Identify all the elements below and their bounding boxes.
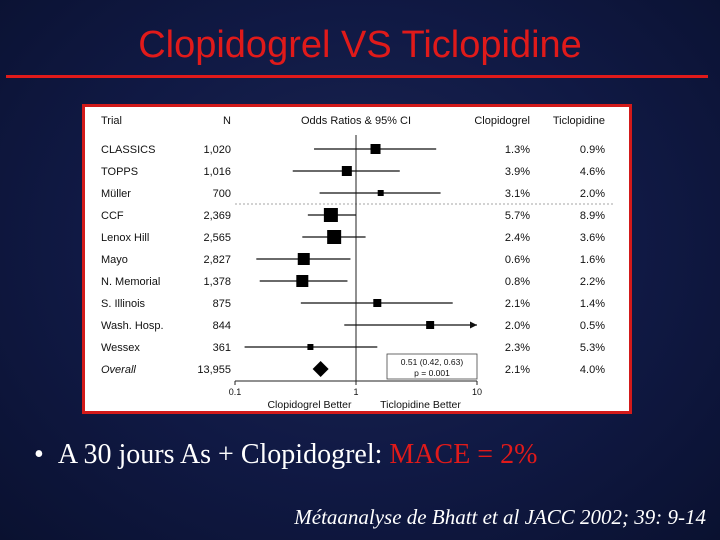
trial-n: 13,955 <box>197 364 231 376</box>
overall-diamond <box>312 361 329 377</box>
trial-label: Wash. Hosp. <box>101 320 164 332</box>
trial-label: CLASSICS <box>101 144 155 156</box>
trial-n: 2,369 <box>203 210 231 222</box>
x-tick-label: 10 <box>472 387 482 397</box>
ticlopidine-rate: 2.2% <box>580 276 605 288</box>
trial-n: 1,016 <box>203 166 231 178</box>
trial-n: 844 <box>213 320 231 332</box>
clopidogrel-rate: 2.3% <box>505 342 530 354</box>
trial-label: CCF <box>101 210 124 222</box>
ci-arrow <box>470 321 477 329</box>
clopidogrel-rate: 2.0% <box>505 320 530 332</box>
x-right-label: Ticlopidine Better <box>380 399 461 411</box>
point-estimate <box>323 208 338 222</box>
trial-n: 1,378 <box>203 276 231 288</box>
clopidogrel-rate: 2.4% <box>505 232 530 244</box>
x-tick-label: 1 <box>353 387 358 397</box>
trial-n: 2,827 <box>203 254 231 266</box>
trial-label: N. Memorial <box>101 276 160 288</box>
ticlopidine-rate: 4.0% <box>580 364 605 376</box>
point-estimate <box>296 275 309 287</box>
point-estimate <box>297 253 310 265</box>
clopidogrel-rate: 2.1% <box>505 364 530 376</box>
clopidogrel-rate: 0.8% <box>505 276 530 288</box>
trial-n: 2,565 <box>203 232 231 244</box>
slide-title: Clopidogrel VS Ticlopidine <box>138 24 582 66</box>
trial-label: TOPPS <box>101 166 138 178</box>
trial-label: S. Illinois <box>101 298 146 310</box>
header-ticlopidine: Ticlopidine <box>553 115 605 127</box>
point-estimate <box>307 344 314 350</box>
annotation-estimate: 0.51 (0.42, 0.63) <box>401 357 464 367</box>
ticlopidine-rate: 8.9% <box>580 210 605 222</box>
title-underline <box>6 75 708 78</box>
trial-label: Overall <box>101 364 136 376</box>
citation: Métaanalyse de Bhatt et al JACC 2002; 39… <box>294 505 706 529</box>
clopidogrel-rate: 5.7% <box>505 210 530 222</box>
ticlopidine-rate: 1.6% <box>580 254 605 266</box>
trial-n: 700 <box>213 188 231 200</box>
ticlopidine-rate: 3.6% <box>580 232 605 244</box>
point-estimate <box>327 230 342 244</box>
bullet-point: • A 30 jours As + Clopidogrel: MACE = 2% <box>34 439 537 471</box>
clopidogrel-rate: 0.6% <box>505 254 530 266</box>
bullet-highlight: MACE = 2% <box>389 439 538 470</box>
point-estimate <box>377 190 384 196</box>
bullet-text: A 30 jours As + Clopidogrel: <box>57 439 390 470</box>
header-trial: Trial <box>101 115 122 127</box>
trial-n: 361 <box>213 342 231 354</box>
point-estimate <box>370 144 381 154</box>
trial-n: 1,020 <box>203 144 231 156</box>
header-clopidogrel: Clopidogrel <box>474 115 530 127</box>
ticlopidine-rate: 1.4% <box>580 298 605 310</box>
trial-label: Lenox Hill <box>101 232 149 244</box>
point-estimate <box>341 166 352 176</box>
header-plot: Odds Ratios & 95% CI <box>301 115 411 127</box>
ticlopidine-rate: 2.0% <box>580 188 605 200</box>
ticlopidine-rate: 4.6% <box>580 166 605 178</box>
forest-plot-figure: Trial N Odds Ratios & 95% CI Clopidogrel Tic… <box>82 104 632 414</box>
point-estimate <box>373 299 382 307</box>
forest-plot: Trial N Odds Ratios & 95% CI Clopidogrel Tic… <box>101 115 615 411</box>
trial-label: Mayo <box>101 254 128 266</box>
bullet-dot: • <box>34 439 44 470</box>
point-estimate <box>426 321 435 329</box>
clopidogrel-rate: 3.9% <box>505 166 530 178</box>
ticlopidine-rate: 0.5% <box>580 320 605 332</box>
header-n: N <box>223 115 231 127</box>
ticlopidine-rate: 5.3% <box>580 342 605 354</box>
trial-label: Müller <box>101 188 131 200</box>
clopidogrel-rate: 2.1% <box>505 298 530 310</box>
x-tick-label: 0.1 <box>229 387 242 397</box>
annotation-box <box>386 353 478 380</box>
trial-n: 875 <box>213 298 231 310</box>
x-left-label: Clopidogrel Better <box>267 399 352 411</box>
trial-label: Wessex <box>101 342 140 354</box>
annotation-p-value: p = 0.001 <box>414 368 450 378</box>
ticlopidine-rate: 0.9% <box>580 144 605 156</box>
clopidogrel-rate: 1.3% <box>505 144 530 156</box>
clopidogrel-rate: 3.1% <box>505 188 530 200</box>
